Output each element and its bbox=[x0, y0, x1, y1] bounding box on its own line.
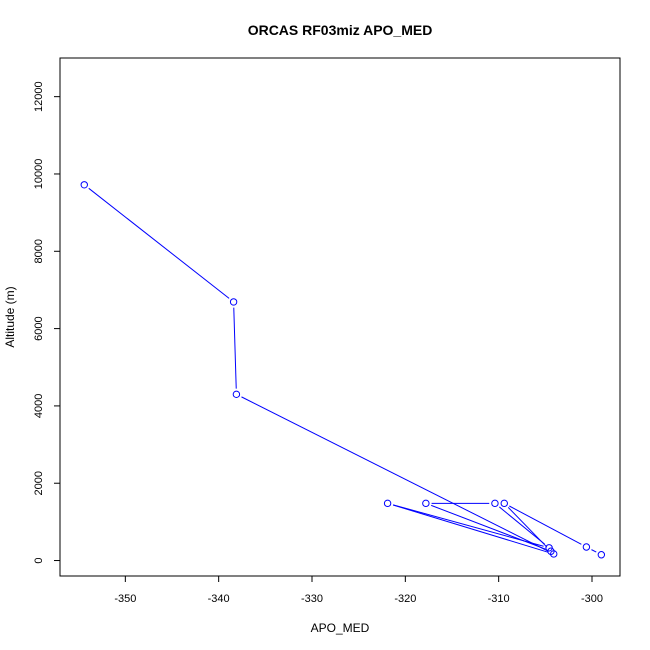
x-tick-label: -350 bbox=[114, 593, 136, 605]
x-axis-label: APO_MED bbox=[311, 621, 370, 635]
y-tick-label: 4000 bbox=[33, 394, 45, 418]
x-tick-label: -320 bbox=[394, 593, 416, 605]
series-line-segment bbox=[88, 187, 230, 299]
series-line-segment bbox=[431, 504, 546, 550]
data-point bbox=[545, 544, 553, 552]
y-axis-label: Altitude (m) bbox=[3, 286, 17, 347]
series-layer bbox=[80, 181, 606, 559]
x-tick-label: -310 bbox=[488, 593, 510, 605]
series-line-segment bbox=[241, 396, 549, 552]
y-tick-label: 0 bbox=[33, 557, 45, 563]
data-point bbox=[229, 298, 238, 306]
data-point bbox=[597, 551, 606, 559]
data-point bbox=[232, 390, 241, 399]
data-point bbox=[547, 547, 555, 555]
y-axis: 0 2000 4000 6000 8000 10000 12000 bbox=[33, 81, 61, 564]
plot-frame bbox=[59, 57, 621, 577]
y-tick-label: 12000 bbox=[33, 81, 45, 112]
data-point bbox=[500, 499, 508, 508]
y-tick-label: 2000 bbox=[33, 471, 45, 495]
y-tick-label: 8000 bbox=[33, 239, 45, 263]
y-tick-label: 10000 bbox=[33, 159, 45, 190]
series-line-segment bbox=[591, 549, 597, 553]
series-line-segment bbox=[507, 507, 548, 548]
series-line-segment bbox=[233, 307, 237, 389]
chart-title: ORCAS RF03miz APO_MED bbox=[248, 22, 433, 38]
y-tick-label: 6000 bbox=[33, 316, 45, 340]
x-tick-label: -330 bbox=[301, 593, 323, 605]
series-line-segment bbox=[499, 506, 545, 545]
data-point bbox=[80, 181, 88, 189]
data-point bbox=[422, 499, 430, 508]
series-line-segment bbox=[392, 504, 549, 553]
data-point bbox=[491, 499, 499, 508]
x-axis: -350 -340 -330 -320 -310 -300 bbox=[114, 575, 603, 605]
data-point bbox=[383, 499, 392, 508]
x-tick-label: -340 bbox=[208, 593, 230, 605]
series-line-segment bbox=[509, 505, 582, 545]
series-line-segment bbox=[392, 504, 544, 547]
x-tick-label: -300 bbox=[581, 593, 603, 605]
data-point bbox=[582, 543, 591, 551]
